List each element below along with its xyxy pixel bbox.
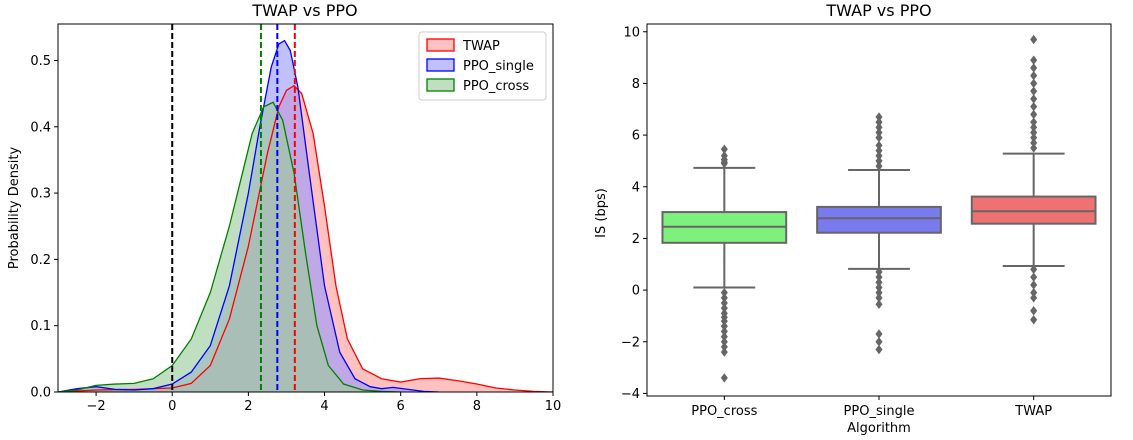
outlier-point — [875, 337, 883, 347]
outlier-point — [875, 299, 883, 309]
box-plot-area: PPO_cross PPO_single TWAP −4 −2 0 2 4 6 8 10 — [621, 23, 1112, 419]
kde-xtick-label: 8 — [473, 399, 481, 414]
kde-line-PPO_cross — [58, 101, 401, 392]
kde-plot-area: −2 0 2 4 6 8 10 0.0 0.1 0.2 0.3 0.4 0.5 — [30, 23, 562, 414]
kde-xtick-label: −2 — [86, 399, 105, 414]
outlier-point — [1030, 293, 1038, 303]
box-ytick-label: 4 — [632, 180, 640, 195]
kde-legend-label-PPO_single: PPO_single — [463, 59, 534, 74]
outlier-point — [1030, 70, 1038, 81]
kde-legend-label-TWAP: TWAP — [462, 39, 500, 54]
box-frame — [646, 23, 1112, 397]
kde-frame — [57, 23, 554, 393]
outlier-point — [720, 347, 728, 357]
kde-line-TWAP — [58, 84, 553, 392]
box-ytick-label: 0 — [632, 284, 640, 299]
kde-ytick-label: 0.0 — [30, 386, 51, 401]
outlier-point — [1030, 63, 1038, 73]
box-TWAP — [970, 195, 1097, 225]
kde-ytick-label: 0.2 — [30, 253, 51, 268]
kde-title: TWAP vs PPO — [251, 1, 357, 20]
outlier-point — [1030, 55, 1038, 65]
box-chart: TWAP vs PPO IS (bps) Algorithm PPO_cross… — [594, 1, 1112, 436]
outlier-point — [1030, 272, 1038, 282]
kde-xtick-label: 0 — [168, 399, 176, 414]
box-PPO_single — [816, 205, 942, 234]
box-ytick-label: 8 — [632, 77, 640, 92]
kde-xtick-label: 4 — [320, 399, 328, 414]
box-title: TWAP vs PPO — [825, 1, 931, 20]
kde-legend: TWAP PPO_single PPO_cross — [418, 31, 547, 101]
outlier-point — [1030, 94, 1038, 104]
kde-area-PPO_cross — [58, 102, 401, 392]
box-ytick-label: −4 — [621, 387, 640, 402]
box-ylabel: IS (bps) — [594, 188, 609, 238]
outlier-point — [1030, 101, 1038, 112]
outlier-point — [720, 373, 728, 383]
outlier-point — [1030, 86, 1038, 96]
outlier-point — [1030, 143, 1038, 153]
box-xtick-label: PPO_cross — [691, 404, 757, 419]
box-ytick-label: −2 — [621, 335, 640, 350]
kde-xtick-label: 6 — [397, 399, 405, 414]
kde-legend-swatch-TWAP — [426, 38, 455, 52]
outlier-point — [875, 344, 883, 355]
box-ytick-label: 10 — [623, 25, 640, 40]
outlier-point — [875, 161, 883, 171]
outlier-point — [1030, 280, 1038, 290]
kde-legend-label-PPO_cross: PPO_cross — [463, 79, 529, 94]
box-ytick-label: 6 — [632, 129, 640, 144]
box-xlabel: Algorithm — [847, 421, 911, 436]
box-xtick-label: TWAP — [1014, 404, 1052, 419]
box-xtick-label: PPO_single — [844, 404, 915, 419]
box-ytick-label: 2 — [632, 232, 640, 247]
outlier-point — [1030, 109, 1038, 120]
kde-line-PPO_single — [58, 39, 439, 392]
outlier-point — [1030, 315, 1038, 325]
outlier-point — [1030, 306, 1038, 316]
kde-ytick-label: 0.1 — [30, 319, 51, 334]
kde-ytick-label: 0.4 — [30, 120, 51, 135]
outlier-point — [1030, 78, 1038, 89]
kde-ytick-label: 0.5 — [30, 54, 51, 69]
kde-ylabel: Probability Density — [7, 147, 22, 270]
kde-ytick-label: 0.3 — [30, 187, 51, 202]
outlier-point — [1030, 34, 1038, 45]
kde-xtick-label: 2 — [244, 399, 252, 414]
kde-legend-swatch-PPO_cross — [426, 78, 455, 92]
outlier-point — [720, 158, 728, 169]
kde-xtick-label: 10 — [545, 399, 562, 414]
outlier-point — [875, 132, 883, 143]
kde-legend-swatch-PPO_single — [426, 58, 455, 72]
kde-chart: TWAP vs PPO Probability Density −2 0 2 4 6 8 1… — [7, 1, 561, 414]
kde-series-group — [58, 39, 553, 392]
outlier-point — [875, 329, 883, 339]
